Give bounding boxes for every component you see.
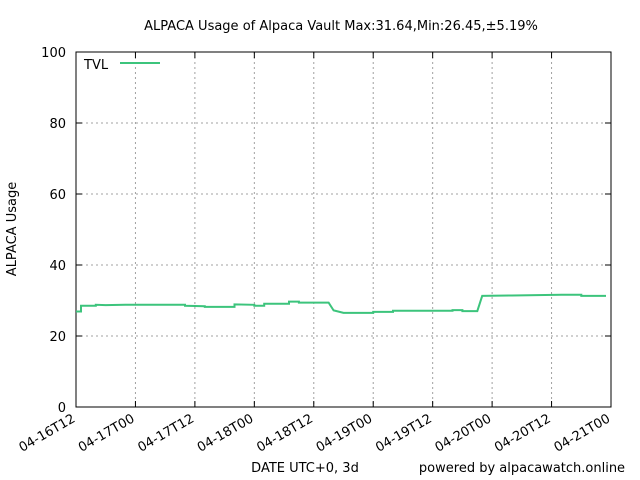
y-tick-label: 0 [58,401,66,416]
x-tick-label: 04-19T12 [373,411,434,455]
x-tick-label: 04-16T12 [17,411,78,455]
series-line [76,293,606,314]
x-tick-label: 04-20T12 [492,411,553,455]
y-axis: 0 20 40 60 80 100 [41,46,611,416]
y-tick-label: 40 [49,259,66,274]
chart-title: ALPACA Usage of Alpaca Vault Max:31.64,M… [144,19,538,34]
x-tick-label: 04-21T00 [552,411,613,455]
y-tick-label: 100 [41,46,66,61]
x-tick-label: 04-17T12 [135,411,196,455]
x-tick-label: 04-17T00 [76,411,137,455]
legend: TVL [83,58,160,73]
plot-frame [75,51,612,408]
y-tick-label: 80 [49,117,66,132]
y-axis-label: ALPACA Usage [5,182,20,276]
series-lines [76,293,606,314]
x-tick-label: 04-18T00 [195,411,256,455]
legend-label: TVL [83,58,109,73]
x-axis: 04-16T1204-17T0004-17T1204-18T0004-18T12… [17,52,613,456]
x-tick-label: 04-18T12 [254,411,315,455]
x-tick-label: 04-19T00 [314,411,375,455]
y-tick-label: 20 [49,330,66,345]
credit-text: powered by alpacawatch.online [419,461,625,476]
grid [76,52,611,407]
x-axis-label: DATE UTC+0, 3d [251,461,359,476]
y-tick-label: 60 [49,188,66,203]
x-tick-label: 04-20T00 [433,411,494,455]
